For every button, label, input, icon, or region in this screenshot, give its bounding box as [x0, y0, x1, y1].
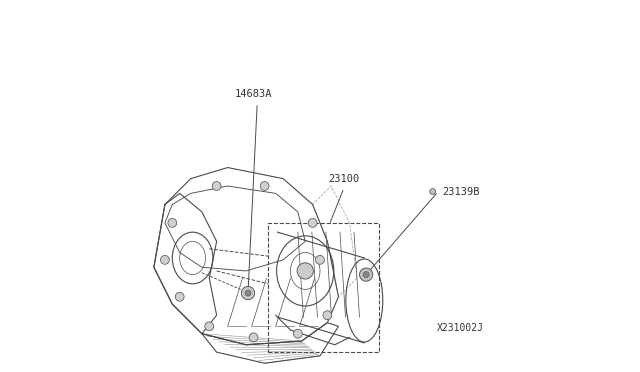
- Circle shape: [175, 292, 184, 301]
- Circle shape: [363, 272, 369, 278]
- Circle shape: [308, 218, 317, 227]
- Circle shape: [316, 256, 324, 264]
- Circle shape: [429, 189, 436, 195]
- Bar: [268, 223, 379, 352]
- Circle shape: [205, 322, 214, 331]
- Text: 14683A: 14683A: [235, 89, 272, 99]
- Circle shape: [260, 182, 269, 190]
- Circle shape: [323, 311, 332, 320]
- Text: X231002J: X231002J: [437, 323, 484, 333]
- Circle shape: [245, 290, 251, 296]
- Circle shape: [297, 263, 314, 279]
- Circle shape: [168, 218, 177, 227]
- Text: 23139B: 23139B: [442, 186, 479, 196]
- Circle shape: [360, 268, 372, 281]
- Circle shape: [212, 182, 221, 190]
- Circle shape: [161, 256, 170, 264]
- Text: 23100: 23100: [328, 174, 360, 184]
- Circle shape: [293, 329, 302, 338]
- Circle shape: [249, 333, 258, 342]
- Circle shape: [241, 286, 255, 300]
